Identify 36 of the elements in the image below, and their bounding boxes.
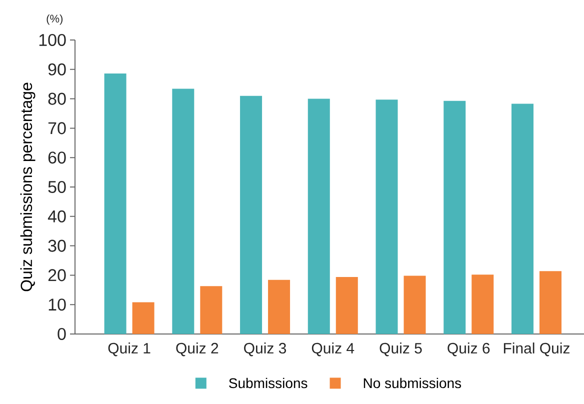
bar [104,74,126,334]
y-tick-label: 100 [39,34,66,46]
y-tick-label: 10 [48,298,66,311]
bar [511,104,534,334]
x-tick-label: Quiz 5 [380,342,422,356]
bar [336,276,358,334]
bar [200,286,222,334]
x-tick-label: Quiz 3 [244,342,286,356]
bar [308,98,330,334]
text: (%) [46,14,63,25]
bar [444,100,466,334]
y-tick-label: 90 [48,63,66,76]
y-tick-label: 20 [48,269,66,282]
y-tick-label: 70 [48,122,66,134]
y-tick-label: 50 [48,180,66,194]
bar [268,280,290,334]
y-tick-label: 30 [48,240,66,252]
bar [472,274,494,334]
y-axis-title: Quiz submissions percentage [20,82,36,292]
bar [376,100,398,334]
bar [404,276,426,334]
y-tick-label: 60 [48,152,66,164]
x-tick-label: Quiz 6 [448,342,490,356]
bar [240,96,262,334]
y-tick-label: 40 [48,210,66,222]
x-tick-label: Final Quiz [504,342,570,356]
y-tick-label: 80 [48,92,66,105]
bar [132,302,154,334]
legend-label: No submissions [364,378,462,388]
legend-label: Submissions [229,378,308,388]
bar [172,88,194,334]
x-tick-label: Quiz 4 [312,342,354,356]
bar [539,271,562,334]
x-tick-label: Quiz 2 [176,342,218,356]
y-tick-label: 0 [58,328,66,340]
x-tick-label: Quiz 1 [108,342,150,356]
